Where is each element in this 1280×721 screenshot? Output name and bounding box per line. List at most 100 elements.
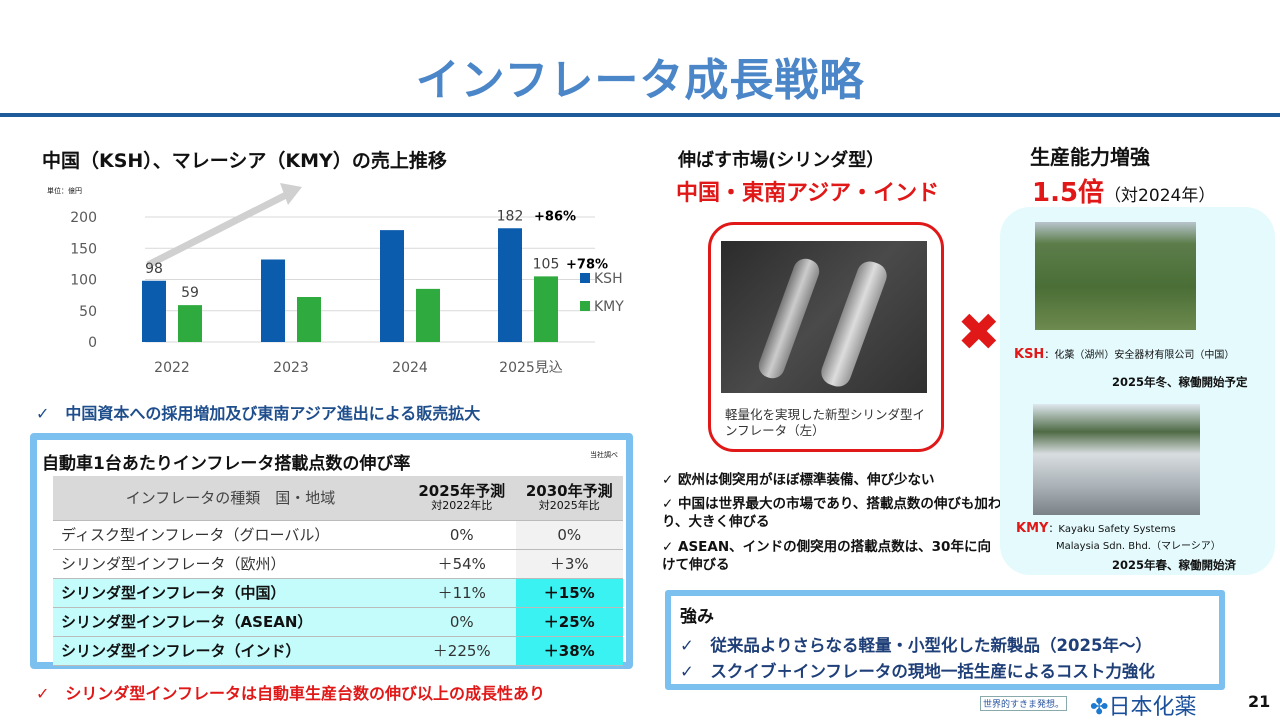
- data-label: 182: [497, 208, 524, 224]
- market-point-text: 欧州は側突用がほぼ標準装備、伸び少ない: [678, 472, 935, 488]
- table-cell-type: ディスク型インフレータ（グローバル）: [53, 520, 408, 550]
- bar-kmy: [534, 276, 558, 342]
- ksh-name: ：化薬（湖州）安全器材有限公司（中国）: [1044, 350, 1235, 361]
- table-cell-v2030: ＋15%: [515, 578, 623, 608]
- cross-icon: ✖: [957, 303, 1001, 363]
- strength-item: ✓ スクイブ＋インフレータの現地一括生産によるコスト力強化: [680, 662, 1155, 681]
- table-cell-v2030: 0%: [515, 520, 623, 550]
- table-note: ✓ シリンダ型インフレータは自動車生産台数の伸び以上の成長性あり: [36, 684, 545, 703]
- y-tick-label: 50: [79, 304, 97, 320]
- col-2025-sub: 対2022年比: [431, 498, 493, 512]
- logo-mark-icon: ✤: [1090, 695, 1109, 720]
- strengths-box: 強み ✓ 従来品よりさらなる軽量・小型化した新製品（2025年～） ✓ スクイブ…: [665, 590, 1225, 690]
- strength-item-text: スクイブ＋インフレータの現地一括生産によるコスト力強化: [710, 662, 1155, 681]
- legend-label: KSH: [594, 271, 623, 287]
- y-tick-label: 100: [70, 273, 97, 289]
- data-label: 59: [181, 285, 199, 301]
- capacity-basis: （対2024年）: [1104, 186, 1216, 206]
- market-points: ✓ 欧州は側突用がほぼ標準装備、伸び少ない ✓ 中国は世界最大の市場であり、搭載点…: [662, 471, 1002, 580]
- col-2030-sub: 対2025年比: [538, 498, 600, 512]
- table-cell-type: シリンダ型インフレータ（ASEAN）: [53, 607, 408, 637]
- table-cell-v2030: ＋38%: [515, 636, 623, 666]
- data-label: 105: [533, 256, 560, 272]
- table-row: ディスク型インフレータ（グローバル） 0% 0%: [53, 520, 623, 550]
- capacity-increase: 1.5倍（対2024年）: [1032, 172, 1215, 209]
- trend-arrow-head: [280, 183, 302, 205]
- table-row: シリンダ型インフレータ（中国） ＋11% ＋15%: [53, 578, 623, 608]
- ksh-status: 2025年冬、稼働開始予定: [1112, 375, 1248, 389]
- bar-kmy: [297, 297, 321, 342]
- ksh-label: KSH：化薬（湖州）安全器材有限公司（中国）: [1014, 346, 1234, 362]
- market-point: ✓ ASEAN、インドの側突用の搭載点数は、30年に向けて伸びる: [662, 538, 991, 573]
- y-tick-label: 0: [88, 335, 97, 351]
- table-note-text: シリンダ型インフレータは自動車生産台数の伸び以上の成長性あり: [65, 684, 545, 703]
- kmy-status: 2025年春、稼働開始済: [1112, 558, 1237, 572]
- kmy-name-2: Malaysia Sdn. Bhd.（マレーシア）: [1056, 540, 1221, 552]
- table-cell-v2025: ＋11%: [408, 578, 516, 608]
- y-tick-label: 200: [70, 210, 97, 226]
- sales-bar-chart: 0 50 100 150 200 2022 2023 2024 2025見込 98 59 182 105…: [70, 183, 624, 376]
- table-cell-type: シリンダ型インフレータ（インド）: [53, 636, 408, 666]
- market-point: ✓ 中国は世界最大の市場であり、搭載点数の伸びも加わり、大きく伸びる: [662, 496, 1002, 531]
- legend-swatch-kmy: [580, 301, 590, 311]
- unit-label: 単位：億円: [47, 187, 82, 195]
- table-cell-v2025: ＋54%: [408, 549, 516, 579]
- company-tagline: 世界的すきま発想。: [980, 696, 1068, 711]
- col-2025-title: 2025年予測: [418, 482, 506, 501]
- inflator-left-image: [755, 255, 823, 382]
- col-type-header: インフレータの種類 国・地域: [53, 476, 408, 521]
- table-cell-type: シリンダ型インフレータ（中国）: [53, 578, 408, 608]
- sales-heading: 中国（KSH）、マレーシア（KMY）の売上推移: [42, 150, 447, 172]
- capacity-heading: 生産能力増強: [1030, 145, 1150, 169]
- y-tick-label: 150: [70, 241, 97, 257]
- table-cell-v2025: ＋225%: [408, 636, 516, 666]
- table-title: 自動車1台あたりインフレータ搭載点数の伸び率: [42, 454, 411, 474]
- x-tick-label: 2025見込: [499, 360, 563, 376]
- bar-ksh: [380, 230, 404, 342]
- capacity-multiplier: 1.5倍: [1032, 178, 1105, 208]
- annotation-label: +78%: [566, 257, 608, 272]
- kmy-factory-photo: [1033, 404, 1200, 515]
- strengths-heading: 強み: [680, 607, 714, 627]
- sales-note: ✓ 中国資本への採用増加及び東南アジア進出による販売拡大: [36, 404, 481, 423]
- table-header-row: インフレータの種類 国・地域 2025年予測 対2022年比 2030年予測 対20…: [53, 476, 623, 521]
- col-2030-header: 2030年予測 対2025年比: [515, 476, 623, 521]
- product-box: 軽量化を実現した新型シリンダ型インフレータ（左）: [708, 222, 944, 452]
- logo-text: 日本化薬: [1108, 695, 1197, 720]
- table-cell-v2025: 0%: [408, 520, 516, 550]
- strength-item-text: 従来品よりさらなる軽量・小型化した新製品（2025年～）: [710, 636, 1152, 655]
- kmy-label: KMY：Kayaku Safety Systems Malaysia Sdn. B…: [1016, 519, 1221, 554]
- table-cell-v2030: ＋25%: [515, 607, 623, 637]
- market-heading: 伸ばす市場(シリンダ型）: [678, 150, 885, 171]
- photo-caption: 軽量化を実現した新型シリンダ型インフレータ（左）: [725, 407, 926, 439]
- bar-kmy: [178, 305, 202, 342]
- legend-label: KMY: [594, 299, 624, 315]
- table-row: シリンダ型インフレータ（欧州） ＋54% ＋3%: [53, 549, 623, 579]
- market-regions: 中国・東南アジア・インド: [676, 181, 940, 206]
- strength-item: ✓ 従来品よりさらなる軽量・小型化した新製品（2025年～）: [680, 636, 1152, 655]
- growth-table: インフレータの種類 国・地域 2025年予測 対2022年比 2030年予測 対20…: [53, 476, 623, 666]
- inflator-right-image: [817, 257, 891, 391]
- x-tick-label: 2023: [273, 360, 309, 376]
- bar-kmy: [416, 288, 440, 342]
- col-2030-title: 2030年予測: [525, 482, 613, 501]
- table-cell-v2030: ＋3%: [515, 549, 623, 579]
- annotation-label: +86%: [534, 209, 576, 224]
- table-row: シリンダ型インフレータ（ASEAN） 0% ＋25%: [53, 607, 623, 637]
- ksh-factory-photo: [1035, 222, 1196, 330]
- page-title: インフレータ成長戦略: [415, 55, 865, 106]
- table-row: シリンダ型インフレータ（インド） ＋225% ＋38%: [53, 636, 623, 666]
- table-cell-type: シリンダ型インフレータ（欧州）: [53, 549, 408, 579]
- bar-ksh: [261, 259, 285, 342]
- kmy-code: KMY: [1016, 521, 1049, 536]
- ksh-code: KSH: [1014, 347, 1045, 362]
- growth-table-box: 自動車1台あたりインフレータ搭載点数の伸び率 当社調べ インフレータの種類 国・…: [30, 433, 633, 669]
- sales-note-text: 中国資本への採用増加及び東南アジア進出による販売拡大: [65, 404, 481, 423]
- bar-ksh: [498, 228, 522, 342]
- page-number: 21: [1248, 692, 1271, 711]
- kmy-name-1: ：Kayaku Safety Systems: [1048, 524, 1176, 535]
- table-cell-v2025: 0%: [408, 607, 516, 637]
- title-divider: [0, 113, 1280, 117]
- data-label: 98: [145, 261, 163, 277]
- x-tick-label: 2024: [392, 360, 428, 376]
